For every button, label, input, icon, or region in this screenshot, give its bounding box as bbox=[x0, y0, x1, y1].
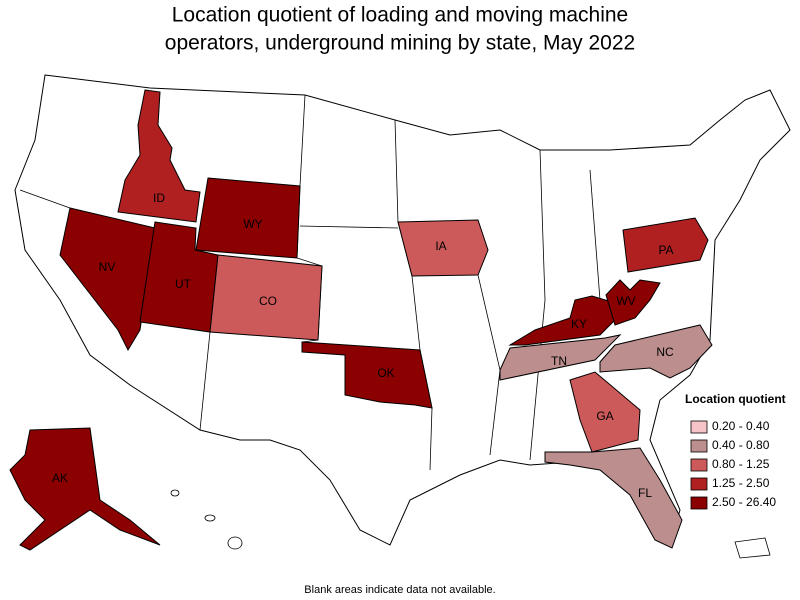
states bbox=[9, 89, 713, 551]
legend-label: 0.20 - 0.40 bbox=[712, 419, 770, 433]
state-shape bbox=[397, 219, 489, 277]
legend-label: 1.25 - 2.50 bbox=[712, 476, 770, 490]
state-label: NV bbox=[99, 260, 116, 274]
state-label: IA bbox=[435, 239, 446, 253]
state-label: WV bbox=[616, 294, 635, 308]
legend-title: Location quotient bbox=[685, 392, 786, 406]
state-shape bbox=[195, 177, 301, 259]
state-label: CO bbox=[259, 294, 277, 308]
state-shape bbox=[499, 334, 622, 381]
state-borders bbox=[19, 94, 601, 471]
state-shape bbox=[569, 371, 641, 453]
state-shape bbox=[605, 279, 661, 326]
legend-swatch bbox=[690, 477, 708, 491]
state-shape bbox=[9, 427, 161, 551]
state-shape bbox=[301, 341, 433, 409]
state-label: NC bbox=[656, 345, 674, 359]
legend-swatch bbox=[690, 458, 708, 472]
state-label: GA bbox=[596, 409, 613, 423]
state-label: KY bbox=[571, 317, 587, 331]
state-label: FL bbox=[638, 486, 652, 500]
legend-swatch bbox=[690, 496, 708, 510]
state-label: WY bbox=[243, 217, 262, 231]
title: operators, underground mining by state, … bbox=[165, 32, 635, 55]
islands bbox=[170, 489, 771, 559]
state-shape bbox=[117, 89, 201, 223]
footnote: Blank areas indicate data not available. bbox=[304, 584, 495, 596]
state-label: UT bbox=[175, 277, 192, 291]
title: Location quotient of loading and moving … bbox=[172, 4, 628, 27]
legend-swatch bbox=[690, 439, 708, 453]
state-shape bbox=[599, 324, 713, 379]
state-shape bbox=[209, 254, 323, 341]
legend-swatch bbox=[690, 420, 708, 434]
state-shape bbox=[622, 217, 709, 273]
state-label: PA bbox=[658, 243, 673, 257]
legend-label: 0.80 - 1.25 bbox=[712, 457, 770, 471]
legend-label: 2.50 - 26.40 bbox=[712, 495, 776, 509]
state-shape bbox=[544, 447, 683, 549]
state-label: ID bbox=[153, 191, 165, 205]
state-label: OK bbox=[377, 366, 394, 380]
state-shape bbox=[508, 295, 616, 346]
legend-label: 0.40 - 0.80 bbox=[712, 438, 770, 452]
state-label: AK bbox=[52, 471, 68, 485]
legend: 0.20 - 0.40 0.40 - 0.80 0.80 - 1.25 1.25 - … bbox=[690, 419, 776, 510]
state-label: TN bbox=[551, 354, 567, 368]
